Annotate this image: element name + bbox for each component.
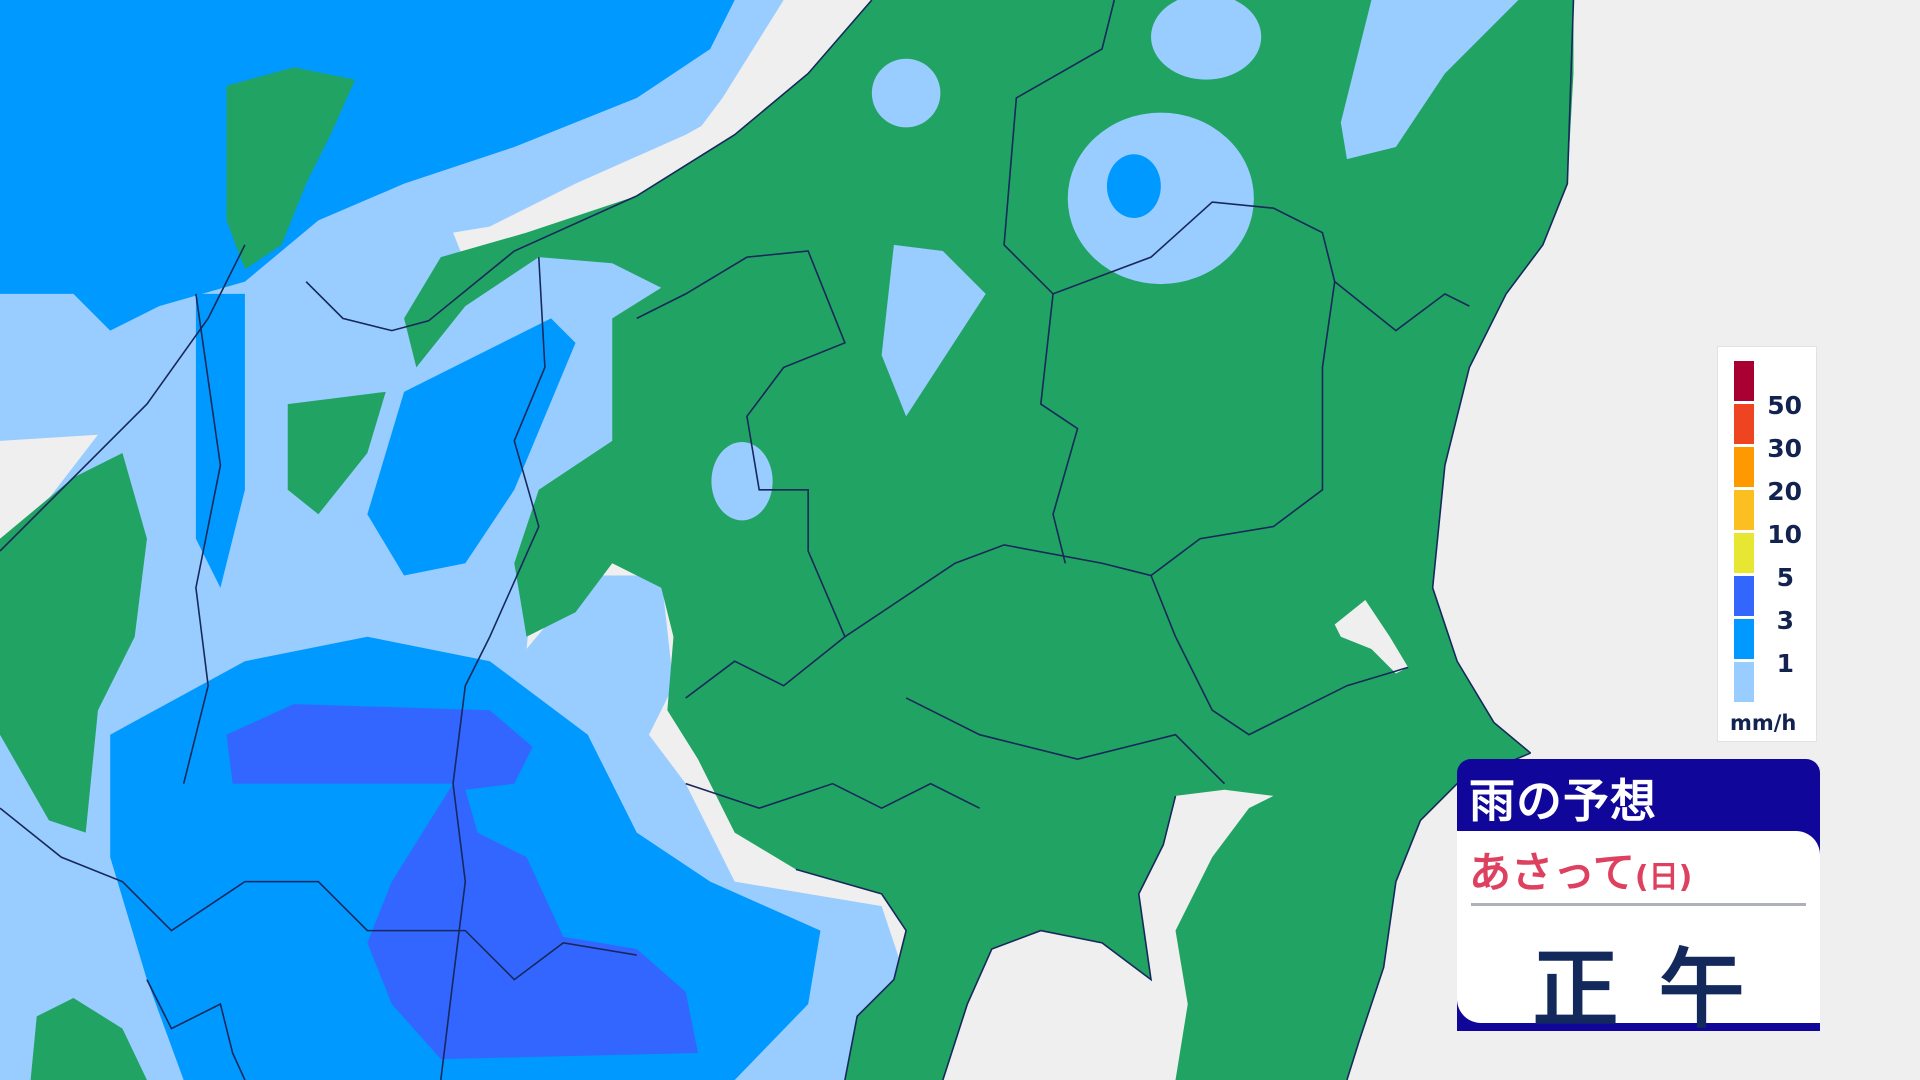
legend-swatch-10-20	[1734, 490, 1754, 530]
legend-color-scale	[1734, 361, 1754, 705]
legend-label: 5	[1776, 563, 1794, 592]
rain-area-light	[871, 58, 941, 128]
divider	[1471, 903, 1806, 906]
forecast-day-label: あさって	[1469, 848, 1635, 897]
legend-swatch-0-1	[1734, 662, 1754, 702]
no-rain-land	[287, 391, 386, 515]
forecast-title-panel: 雨の予想 あさって(日) 正午	[1457, 759, 1820, 1040]
rain-area-light	[1067, 112, 1254, 285]
forecast-day: あさって(日)	[1469, 839, 1692, 900]
legend-swatch-3-5	[1734, 576, 1754, 616]
legend-unit: mm/h	[1730, 711, 1797, 735]
rain-area-light	[711, 442, 773, 521]
rain-area-light	[1340, 0, 1519, 160]
rain-area-light	[1151, 0, 1262, 80]
no-rain-land	[404, 0, 1574, 1080]
legend-swatch-5-10	[1734, 533, 1754, 573]
legend-label: 50	[1767, 391, 1802, 420]
panel-body: あさって(日) 正午	[1457, 831, 1820, 1040]
rain-area-light	[881, 244, 986, 417]
lake	[1334, 600, 1409, 674]
forecast-weekday: (日)	[1634, 860, 1693, 895]
legend-label: 20	[1767, 477, 1802, 506]
panel-title: 雨の予想	[1469, 774, 1657, 828]
legend-label: 30	[1767, 434, 1802, 463]
legend-swatch-20-30	[1734, 447, 1754, 487]
rain-area-moderate	[195, 293, 245, 588]
no-rain-land	[226, 67, 356, 270]
rain-area-moderate	[1106, 154, 1161, 218]
sea-gap	[685, 0, 864, 147]
no-rain-land	[30, 997, 147, 1080]
rain-area-moderate	[367, 318, 576, 576]
prefecture-boundaries	[0, 0, 1575, 1080]
no-rain-land	[0, 453, 147, 833]
legend-swatch-1-3	[1734, 619, 1754, 659]
legend-swatch-50plus	[1734, 361, 1754, 401]
legend-swatch-30-50	[1734, 404, 1754, 444]
rain-area-moderate	[0, 0, 735, 331]
rain-area-heavy	[226, 704, 698, 1060]
sea-gap	[0, 434, 98, 539]
legend-label: 10	[1767, 520, 1802, 549]
forecast-time: 正午	[1532, 940, 1785, 1040]
legend-label: 1	[1776, 649, 1794, 678]
precipitation-legend: 50 30 20 10 5 3 1 mm/h	[1717, 346, 1817, 742]
legend-label: 3	[1776, 606, 1794, 635]
